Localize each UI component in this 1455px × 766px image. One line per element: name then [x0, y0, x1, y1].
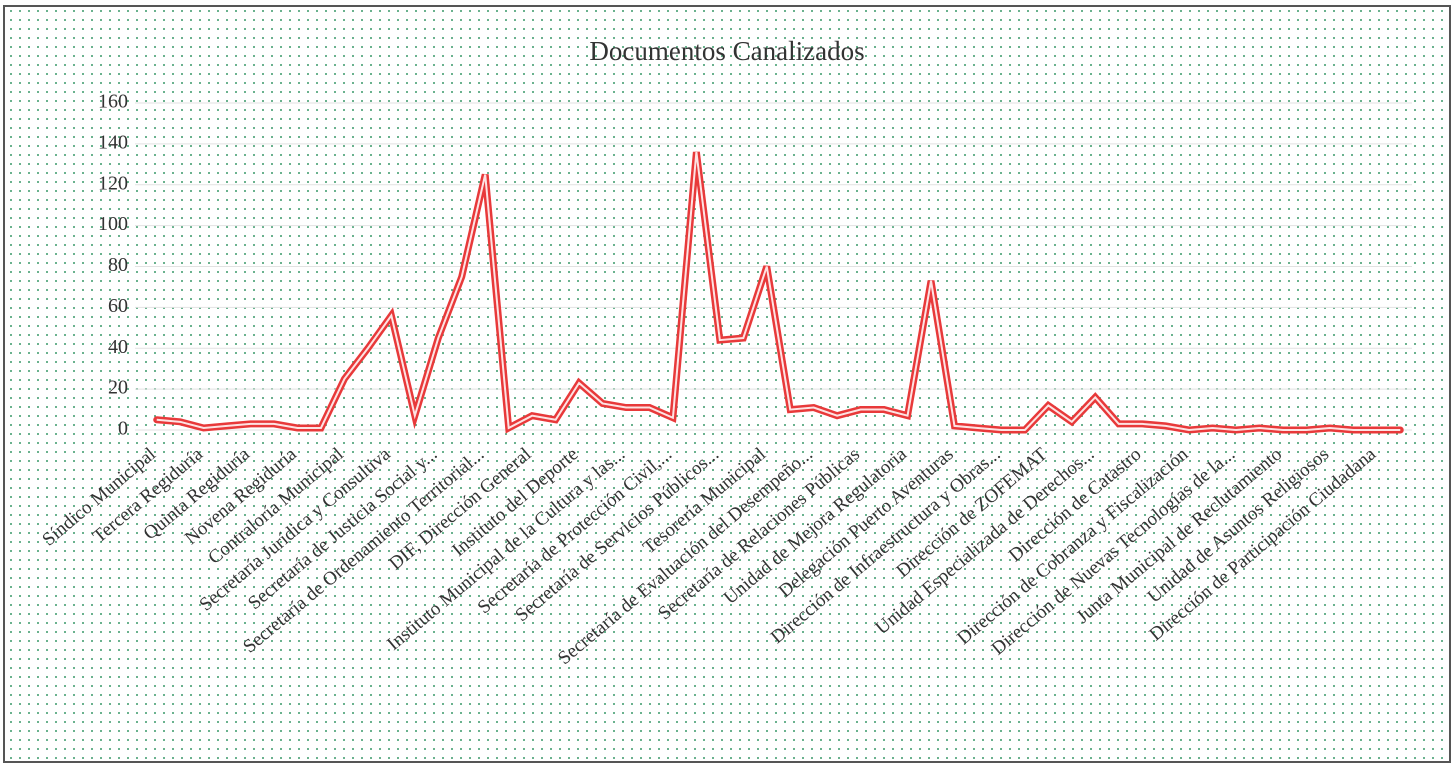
- y-tick-label: 20: [108, 377, 128, 399]
- y-tick-label: 80: [108, 254, 128, 276]
- y-tick-label: 160: [98, 91, 128, 113]
- y-tick-label: 60: [108, 295, 128, 317]
- y-tick-label: 140: [98, 131, 128, 153]
- y-tick-label: 120: [98, 172, 128, 194]
- chart-title: Documentos Canalizados: [589, 36, 864, 66]
- chart-frame: [3, 5, 1451, 763]
- y-tick-label: 40: [108, 336, 128, 358]
- data-line-highlight: [156, 151, 1401, 432]
- y-tick-label: 100: [98, 213, 128, 235]
- y-tick-label: 0: [118, 418, 128, 440]
